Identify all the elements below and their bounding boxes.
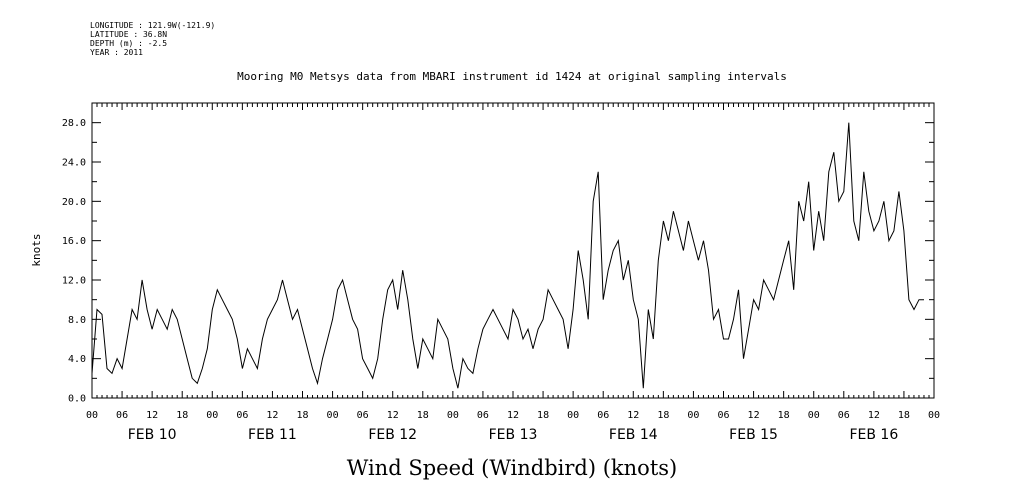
x-tick-label: 00 (687, 410, 699, 421)
x-axis: 00 06 12 18 00 06 12 18 00 06 12 18 00 06 12 18 00 06 12 18… (86, 103, 940, 443)
x-tick-label: 06 (236, 410, 248, 421)
day-label: FEB 14 (609, 427, 658, 443)
x-tick-label: 00 (567, 410, 579, 421)
y-tick-label: 8.0 (68, 315, 86, 326)
x-tick-label: 12 (868, 410, 880, 421)
y-tick-label: 20.0 (62, 197, 86, 208)
wind-speed-line (91, 122, 924, 389)
x-tick-label: 06 (717, 410, 729, 421)
x-tick-label: 06 (357, 410, 369, 421)
x-tick-label: 00 (928, 410, 940, 421)
y-tick-label: 12.0 (62, 276, 86, 287)
x-tick-label: 06 (838, 410, 850, 421)
y-tick-label: 24.0 (62, 158, 86, 169)
day-label: FEB 16 (849, 427, 898, 443)
x-tick-label: 12 (627, 410, 639, 421)
y-axis-label: knots (30, 233, 43, 266)
x-tick-label: 06 (477, 410, 489, 421)
y-axis: 0.0 4.0 8.0 12.0 16.0 20.0 24.0 28.0 (62, 102, 934, 405)
day-label: FEB 13 (489, 427, 538, 443)
x-tick-label: 18 (657, 410, 669, 421)
x-tick-label: 00 (327, 410, 339, 421)
x-tick-label: 18 (176, 410, 188, 421)
x-tick-label: 18 (898, 410, 910, 421)
latitude-text: LATITUDE : 36.8N (90, 30, 168, 39)
y-tick-label: 16.0 (62, 236, 86, 247)
chart-title: Mooring M0 Metsys data from MBARI instru… (237, 70, 787, 83)
y-tick-label: 0.0 (68, 394, 86, 405)
depth-text: DEPTH (m) : -2.5 (90, 39, 168, 48)
x-tick-label: 18 (417, 410, 429, 421)
x-tick-label: 12 (507, 410, 519, 421)
day-label: FEB 11 (248, 427, 297, 443)
x-tick-label: 00 (86, 410, 98, 421)
y-tick-label: 4.0 (68, 354, 86, 365)
x-tick-label: 18 (778, 410, 790, 421)
plot-frame (91, 102, 935, 399)
day-label: FEB 15 (729, 427, 778, 443)
x-tick-label: 18 (296, 410, 308, 421)
x-tick-label: 06 (597, 410, 609, 421)
x-axis-label: Wind Speed (Windbird) (knots) (347, 456, 677, 480)
x-tick-label: 00 (447, 410, 459, 421)
x-tick-label: 00 (808, 410, 820, 421)
x-tick-label: 12 (146, 410, 158, 421)
year-text: YEAR : 2011 (90, 48, 143, 57)
y-tick-label: 28.0 (62, 118, 86, 129)
x-tick-label: 12 (387, 410, 399, 421)
day-label: FEB 12 (368, 427, 417, 443)
x-tick-label: 18 (537, 410, 549, 421)
metadata-block: LONGITUDE : 121.9W(-121.9) LATITUDE : 36… (90, 21, 215, 57)
x-tick-label: 12 (748, 410, 760, 421)
longitude-text: LONGITUDE : 121.9W(-121.9) (90, 21, 216, 30)
x-tick-label: 12 (266, 410, 278, 421)
x-tick-label: 00 (206, 410, 218, 421)
day-label: FEB 10 (128, 427, 177, 443)
x-tick-label: 06 (116, 410, 128, 421)
